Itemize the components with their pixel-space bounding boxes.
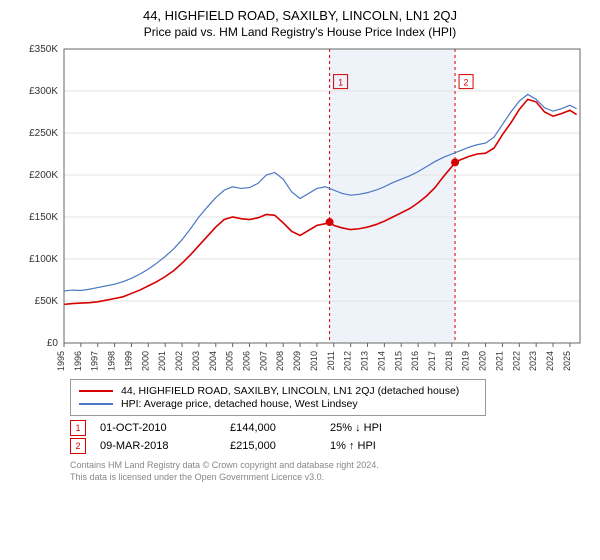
svg-text:2024: 2024 (545, 351, 555, 371)
svg-text:2: 2 (464, 78, 469, 88)
svg-text:2005: 2005 (225, 351, 235, 371)
svg-text:2018: 2018 (444, 351, 454, 371)
svg-text:1995: 1995 (56, 351, 66, 371)
svg-text:2016: 2016 (410, 351, 420, 371)
sale-price: £144,000 (230, 422, 330, 434)
svg-text:2022: 2022 (511, 351, 521, 371)
svg-text:2004: 2004 (208, 351, 218, 371)
sale-row: 2 09-MAR-2018£215,0001% ↑ HPI (70, 438, 590, 454)
svg-text:2023: 2023 (528, 351, 538, 371)
page-title: 44, HIGHFIELD ROAD, SAXILBY, LINCOLN, LN… (10, 8, 590, 23)
sale-price: £215,000 (230, 440, 330, 452)
svg-text:2006: 2006 (241, 351, 251, 371)
svg-text:1998: 1998 (107, 351, 117, 371)
svg-text:£100K: £100K (29, 254, 58, 265)
legend-item: HPI: Average price, detached house, West… (79, 398, 477, 410)
sale-row: 1 01-OCT-2010£144,00025% ↓ HPI (70, 420, 590, 436)
sale-marker: 2 (70, 438, 86, 454)
svg-text:£50K: £50K (35, 296, 59, 307)
footer: Contains HM Land Registry data © Crown c… (70, 460, 590, 483)
svg-text:£0: £0 (47, 338, 59, 349)
svg-text:2002: 2002 (174, 351, 184, 371)
svg-text:1996: 1996 (73, 351, 83, 371)
legend-item: 44, HIGHFIELD ROAD, SAXILBY, LINCOLN, LN… (79, 385, 477, 397)
svg-text:2011: 2011 (326, 351, 336, 370)
legend-label: HPI: Average price, detached house, West… (121, 398, 358, 410)
svg-text:2012: 2012 (343, 351, 353, 371)
svg-text:2014: 2014 (376, 351, 386, 371)
legend-swatch (79, 403, 113, 405)
svg-text:1999: 1999 (123, 351, 133, 371)
svg-text:2025: 2025 (562, 351, 572, 371)
price-chart: £0 £50K £100K £150K £200K £250K £300K £350K 1995… (10, 43, 590, 373)
svg-text:2017: 2017 (427, 351, 437, 371)
svg-text:£350K: £350K (29, 44, 58, 55)
svg-text:£200K: £200K (29, 170, 58, 181)
svg-text:1: 1 (338, 78, 343, 88)
svg-text:£250K: £250K (29, 128, 58, 139)
footer-line: This data is licensed under the Open Gov… (70, 472, 590, 484)
sale-date: 09-MAR-2018 (100, 440, 230, 452)
svg-text:2009: 2009 (292, 351, 302, 371)
svg-text:2019: 2019 (461, 351, 471, 371)
svg-text:2008: 2008 (275, 351, 285, 371)
svg-text:2013: 2013 (360, 351, 370, 371)
svg-text:2003: 2003 (191, 351, 201, 371)
svg-text:1997: 1997 (90, 351, 100, 371)
svg-text:2021: 2021 (494, 351, 504, 371)
svg-text:2015: 2015 (393, 351, 403, 371)
sale-date: 01-OCT-2010 (100, 422, 230, 434)
legend: 44, HIGHFIELD ROAD, SAXILBY, LINCOLN, LN… (70, 379, 486, 416)
svg-text:2000: 2000 (140, 351, 150, 371)
svg-text:£300K: £300K (29, 86, 58, 97)
legend-label: 44, HIGHFIELD ROAD, SAXILBY, LINCOLN, LN… (121, 385, 459, 397)
svg-text:2020: 2020 (478, 351, 488, 371)
svg-text:2010: 2010 (309, 351, 319, 371)
sales-list: 1 01-OCT-2010£144,00025% ↓ HPI 2 09-MAR-201… (70, 420, 590, 454)
sale-diff: 1% ↑ HPI (330, 440, 376, 452)
legend-swatch (79, 390, 113, 392)
page-subtitle: Price paid vs. HM Land Registry's House … (10, 25, 590, 39)
footer-line: Contains HM Land Registry data © Crown c… (70, 460, 590, 472)
sale-marker: 1 (70, 420, 86, 436)
svg-text:2001: 2001 (157, 351, 167, 371)
svg-text:£150K: £150K (29, 212, 58, 223)
sale-diff: 25% ↓ HPI (330, 422, 382, 434)
svg-text:2007: 2007 (258, 351, 268, 371)
